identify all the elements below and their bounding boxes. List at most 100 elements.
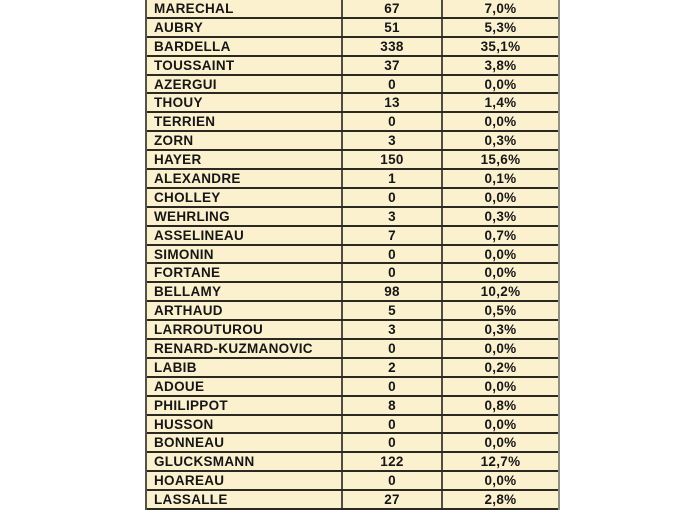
votes-cell: 3: [343, 321, 443, 339]
percent-cell: 0,0%: [484, 246, 517, 262]
candidate-name-cell: BARDELLA: [147, 37, 343, 55]
votes-cell: 5: [343, 302, 443, 320]
votes-cell: 3: [343, 132, 443, 150]
percent-cell: 3,8%: [484, 57, 517, 73]
votes-cell: 338: [343, 37, 443, 55]
table-row: TOUSSAINT 37 3,8%: [147, 56, 558, 76]
votes-cell: 0: [343, 188, 443, 206]
candidate-name-cell: ALEXANDRE: [147, 170, 343, 187]
candidate-name-cell: GLUCKSMANN: [147, 453, 343, 471]
percent-cell: 0,3%: [484, 208, 517, 224]
percent-cell: 7,0%: [484, 0, 517, 16]
table-row: HOAREAU 0 0,0%: [147, 472, 558, 492]
table-row: BELLAMY 98 10,2%: [147, 283, 558, 303]
table-row: GLUCKSMANN 122 12,7%: [147, 453, 558, 473]
votes-cell: 67: [343, 0, 443, 17]
table-row: HUSSON 0 0,0%: [147, 415, 558, 435]
votes-cell: 0: [343, 264, 443, 282]
table-row: THOUY 13 1,4%: [147, 94, 558, 114]
percent-cell: 0,8%: [484, 397, 517, 413]
votes-cell: 150: [343, 151, 443, 169]
votes-cell: 37: [343, 56, 443, 74]
percent-cell: 35,1%: [480, 38, 521, 54]
candidate-name-cell: LABIB: [147, 358, 343, 376]
votes-cell: 1: [343, 170, 443, 187]
candidate-name-cell: AUBRY: [147, 18, 343, 36]
table-row: ALEXANDRE 1 0,1%: [147, 170, 558, 189]
percent-cell: 0,0%: [484, 378, 517, 394]
percent-cell: 0,0%: [484, 189, 517, 205]
votes-cell: 2: [343, 358, 443, 376]
table-row: SIMONIN 0 0,0%: [147, 245, 558, 265]
candidate-name-cell: CHOLLEY: [147, 188, 343, 206]
table-row: LABIB 2 0,2%: [147, 358, 558, 378]
table-row: WEHRLING 3 0,3%: [147, 207, 558, 227]
candidate-name-cell: ARTHAUD: [147, 302, 343, 320]
candidate-name-cell: MARECHAL: [147, 0, 343, 17]
candidate-name-cell: TERRIEN: [147, 113, 343, 131]
votes-cell: 122: [343, 453, 443, 471]
votes-cell: 0: [343, 434, 443, 452]
percent-cell: 0,1%: [484, 170, 517, 186]
percent-cell: 5,3%: [484, 19, 517, 35]
table-row: PHILIPPOT 8 0,8%: [147, 396, 558, 416]
candidate-name-cell: WEHRLING: [147, 207, 343, 225]
percent-cell: 10,2%: [480, 284, 521, 300]
table-row: HAYER 150 15,6%: [147, 151, 558, 171]
percent-cell: 15,6%: [480, 152, 521, 168]
percent-cell: 1,4%: [484, 95, 517, 111]
percent-cell: 0,0%: [484, 76, 517, 92]
candidate-name-cell: ASSELINEAU: [147, 226, 343, 244]
candidate-name-cell: THOUY: [147, 94, 343, 112]
votes-cell: 0: [343, 340, 443, 357]
percent-cell: 0,0%: [484, 473, 517, 489]
percent-cell: 0,0%: [484, 435, 517, 451]
votes-cell: 0: [343, 377, 443, 395]
results-table: MARECHAL 67 7,0% AUBRY 51 5,3% BARDELLA …: [145, 0, 560, 510]
table-row: ASSELINEAU 7 0,7%: [147, 226, 558, 246]
candidate-name-cell: LARROUTUROU: [147, 321, 343, 339]
candidate-name-cell: HOAREAU: [147, 472, 343, 490]
candidate-name-cell: SIMONIN: [147, 245, 343, 263]
table-row: BARDELLA 338 35,1%: [147, 37, 558, 57]
candidate-name-cell: ADOUE: [147, 377, 343, 395]
table-row: ARTHAUD 5 0,5%: [147, 302, 558, 322]
table-row: MARECHAL 67 7,0%: [147, 0, 558, 19]
percent-cell: 0,7%: [484, 227, 517, 243]
percent-cell: 0,3%: [484, 322, 517, 338]
percent-cell: 0,5%: [484, 303, 517, 319]
candidate-name-cell: BELLAMY: [147, 283, 343, 301]
table-row: LARROUTUROU 3 0,3%: [147, 321, 558, 341]
table-row: BONNEAU 0 0,0%: [147, 434, 558, 454]
votes-cell: 8: [343, 396, 443, 414]
candidate-name-cell: PHILIPPOT: [147, 396, 343, 414]
votes-cell: 7: [343, 226, 443, 244]
votes-cell: 98: [343, 283, 443, 301]
table-row: FORTANE 0 0,0%: [147, 264, 558, 284]
percent-cell: 0,2%: [484, 359, 517, 375]
percent-cell: 12,7%: [480, 454, 521, 470]
percent-cell: 0,0%: [484, 340, 517, 356]
table-row: CHOLLEY 0 0,0%: [147, 188, 558, 208]
table-row: AZERGUI 0 0,0%: [147, 75, 558, 95]
votes-cell: 51: [343, 18, 443, 36]
votes-cell: 0: [343, 472, 443, 490]
table-row: RENARD-KUZMANOVIC 0 0,0%: [147, 340, 558, 359]
candidate-name-cell: AZERGUI: [147, 75, 343, 93]
candidate-name-cell: BONNEAU: [147, 434, 343, 452]
candidate-name-cell: FORTANE: [147, 264, 343, 282]
candidate-name-cell: ZORN: [147, 132, 343, 150]
table-row: LASSALLE 27 2,8%: [147, 491, 558, 510]
votes-cell: 0: [343, 75, 443, 93]
votes-cell: 0: [343, 415, 443, 433]
candidate-name-cell: RENARD-KUZMANOVIC: [147, 340, 343, 357]
votes-cell: 0: [343, 113, 443, 131]
candidate-name-cell: HUSSON: [147, 415, 343, 433]
table-row: AUBRY 51 5,3%: [147, 18, 558, 38]
table-row: ADOUE 0 0,0%: [147, 377, 558, 397]
table-row: ZORN 3 0,3%: [147, 132, 558, 152]
votes-cell: 13: [343, 94, 443, 112]
candidate-name-cell: TOUSSAINT: [147, 56, 343, 74]
percent-cell: 0,0%: [484, 114, 517, 130]
table-row: TERRIEN 0 0,0%: [147, 113, 558, 133]
